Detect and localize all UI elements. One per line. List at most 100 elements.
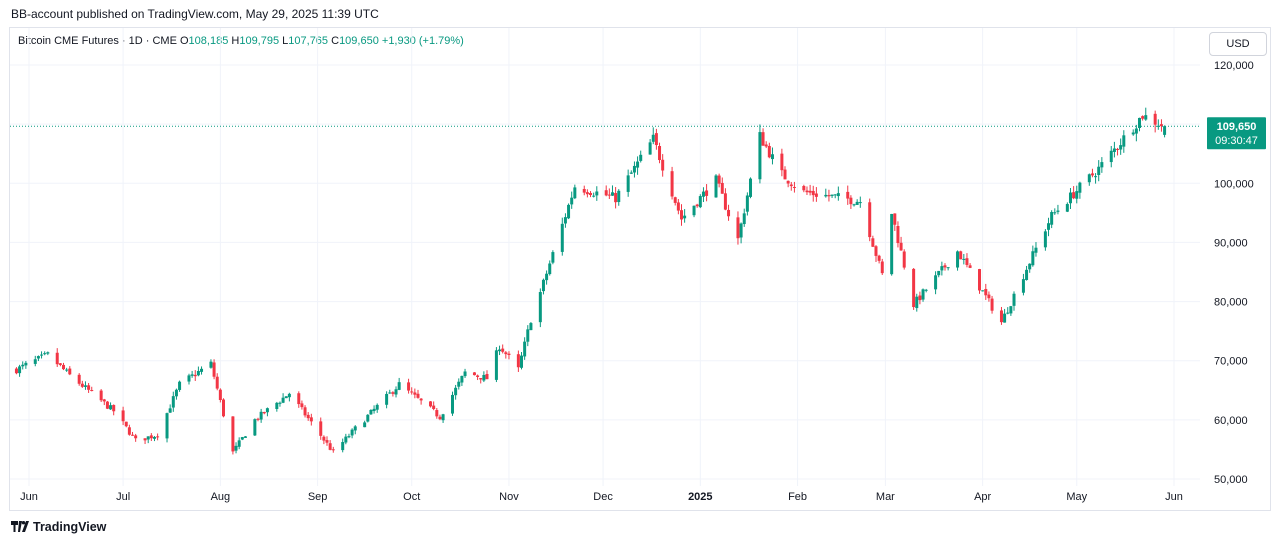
candle-body <box>632 165 636 173</box>
candle-body <box>1090 173 1094 176</box>
countdown-value: 09:30:47 <box>1215 135 1258 147</box>
candle-body <box>237 440 241 447</box>
candle-body <box>999 310 1003 323</box>
candle-body <box>407 382 411 391</box>
candle-body <box>234 445 238 451</box>
candle-body <box>347 436 351 438</box>
candle-body <box>836 193 840 197</box>
candle-body <box>281 397 285 403</box>
symbol-legend[interactable]: Bitcoin CME Futures · 1D · CME O108,185 … <box>18 35 464 47</box>
candle-body <box>589 192 593 196</box>
last-price-label <box>1207 117 1266 150</box>
candle-body <box>912 268 916 308</box>
candle-body <box>1131 132 1135 135</box>
y-tick-label: 100,000 <box>1214 178 1254 190</box>
x-tick-label: Mar <box>876 491 895 503</box>
candle-body <box>303 407 307 416</box>
candle-body <box>648 142 652 155</box>
candle-body <box>105 401 109 409</box>
candle-body <box>959 251 963 260</box>
candle-body <box>701 191 705 197</box>
x-tick-label: May <box>1066 491 1087 503</box>
candle-body <box>438 416 442 420</box>
candle-body <box>322 436 326 441</box>
candle-body <box>1028 263 1032 270</box>
candle-body <box>394 389 398 395</box>
candle-body <box>62 364 66 370</box>
candle-body <box>454 387 458 396</box>
candle-body <box>83 385 87 387</box>
candle-body <box>33 359 37 364</box>
candle-body <box>858 202 862 204</box>
candle-body <box>679 210 683 220</box>
candle-body <box>802 185 806 191</box>
candle-body <box>416 393 420 398</box>
candle-body <box>134 435 138 439</box>
candle-body <box>1163 126 1167 135</box>
y-tick-label: 120,000 <box>1214 60 1254 72</box>
candle-body <box>736 217 740 239</box>
candle-body <box>174 389 178 397</box>
candle-body <box>1153 113 1157 125</box>
candle-body <box>651 134 655 142</box>
candle-body <box>1122 135 1126 147</box>
candle-body <box>629 172 633 174</box>
candle-body <box>849 197 853 205</box>
candle-body <box>1050 212 1054 225</box>
close-value: 109,650 <box>339 35 379 47</box>
x-tick-label: Nov <box>499 491 519 503</box>
candle-body <box>1047 223 1051 230</box>
candle-body <box>661 159 665 171</box>
candle-body <box>617 190 621 203</box>
candle-body <box>1119 145 1123 150</box>
tradingview-logo-icon <box>11 521 29 532</box>
candle-body <box>940 266 944 271</box>
candle-body <box>770 154 774 160</box>
candle-body <box>541 279 545 292</box>
candle-body <box>573 187 577 199</box>
tradingview-logo: TradingView <box>11 520 106 534</box>
candle-body <box>460 375 464 383</box>
candle-body <box>1072 192 1076 199</box>
candle-body <box>287 393 291 398</box>
symbol-name[interactable]: Bitcoin CME Futures · 1D · CME <box>18 35 177 47</box>
candle-body <box>90 390 94 392</box>
candle-body <box>1043 231 1047 248</box>
candle-body <box>278 402 282 404</box>
x-tick-label: 2025 <box>688 491 712 503</box>
candle-body <box>55 352 59 365</box>
candle-body <box>962 258 966 260</box>
candle-body <box>742 213 746 225</box>
candle-body <box>504 352 508 355</box>
candle-body <box>639 154 643 161</box>
candle-body <box>200 368 204 372</box>
candle-body <box>614 192 618 203</box>
candle-body <box>943 265 947 268</box>
candle-body <box>40 354 44 356</box>
candle-body <box>698 196 702 208</box>
candle-body <box>749 178 753 197</box>
candle-body <box>498 349 502 352</box>
candle-body <box>607 194 611 196</box>
candle-body <box>21 364 25 367</box>
candle-body <box>990 298 994 311</box>
candle-body <box>723 193 727 210</box>
x-tick-label: Oct <box>403 491 420 503</box>
currency-button[interactable]: USD <box>1209 32 1267 56</box>
candle-body <box>874 246 878 256</box>
candle-body <box>231 416 235 452</box>
candle-body <box>896 225 900 244</box>
candle-body <box>1053 212 1057 214</box>
candle-body <box>80 383 84 387</box>
candle-body <box>319 421 323 436</box>
candle-body <box>372 408 376 412</box>
candle-body <box>36 356 40 359</box>
high-label: H <box>231 35 240 47</box>
candle-body <box>429 401 433 407</box>
candle-body <box>196 370 200 376</box>
candle-body <box>516 354 520 368</box>
candle-body <box>109 405 113 410</box>
candle-body <box>1031 251 1035 266</box>
candle-body <box>705 190 709 196</box>
